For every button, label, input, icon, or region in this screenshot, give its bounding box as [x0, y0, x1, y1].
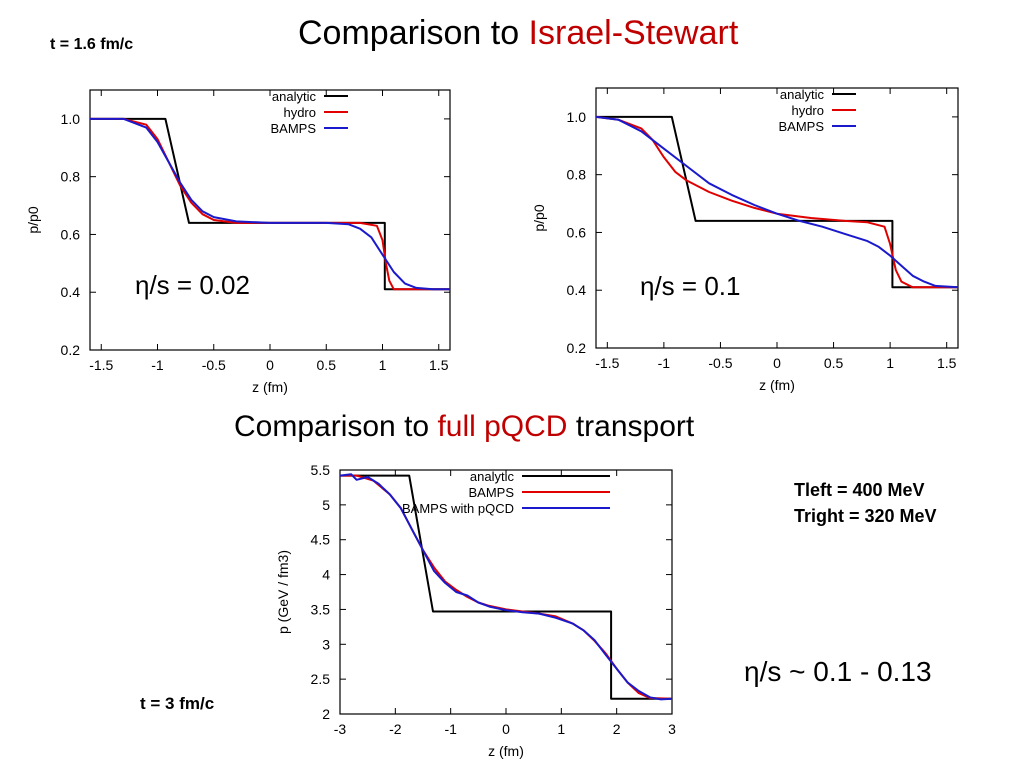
y-tick-label: 0.4: [567, 282, 587, 298]
series-line-hydro: [595, 115, 958, 289]
slide-title: Comparison to Israel-Stewart: [298, 14, 738, 53]
x-tick-label: 2: [613, 721, 621, 737]
chart-annotation: η/s = 0.1: [640, 271, 740, 301]
series-line-bamps: [595, 115, 959, 289]
x-tick-label: 0: [773, 355, 781, 371]
y-tick-label: 0.8: [567, 167, 587, 183]
legend-label: analytic: [470, 469, 515, 484]
y-tick-label: 0.6: [567, 224, 587, 240]
y-tick-label: 2: [322, 706, 330, 722]
x-tick-label: -0.5: [708, 355, 732, 371]
x-tick-label: 1: [379, 357, 387, 373]
y-tick-label: 3: [322, 636, 330, 652]
eta-range-label: η/s ~ 0.1 - 0.13: [744, 656, 932, 687]
legend-label: hydro: [283, 105, 316, 120]
y-axis-label: p (GeV / fm3): [275, 550, 291, 634]
y-tick-label: 4.5: [311, 532, 331, 548]
x-tick-label: -3: [334, 721, 347, 737]
t-right-label: Tright = 320 MeV: [794, 506, 937, 526]
x-tick-label: 0: [266, 357, 274, 373]
x-axis-label: z (fm): [488, 743, 524, 759]
legend-label: BAMPS with pQCD: [402, 501, 514, 516]
y-tick-label: 0.4: [61, 284, 81, 300]
section-subtitle: Comparison to full pQCD transport: [234, 410, 694, 444]
legend-label: analytic: [272, 89, 317, 104]
legend-label: BAMPS: [468, 485, 514, 500]
y-tick-label: 1.0: [567, 109, 587, 125]
x-tick-label: 3: [668, 721, 676, 737]
x-tick-label: -1: [658, 355, 671, 371]
chart-annotation: η/s = 0.02: [135, 270, 250, 300]
legend-label: BAMPS: [778, 119, 824, 134]
x-tick-label: 0.5: [824, 355, 844, 371]
y-tick-label: 5.5: [311, 462, 331, 478]
x-tick-label: 1.5: [429, 357, 449, 373]
y-tick-label: 0.2: [567, 340, 587, 356]
x-tick-label: 1: [557, 721, 565, 737]
subtitle-highlight: full pQCD: [437, 410, 568, 443]
series-line-bamps: [90, 117, 450, 291]
x-tick-label: 1.5: [937, 355, 957, 371]
t-left-label: Tleft = 400 MeV: [794, 480, 925, 500]
series-line-hydro: [90, 117, 450, 291]
chart-eta-01: -1.5 -1 -0.5 0 0.5 1 1.5 0.2 0.4 0.6 0.8 1.0 z (fm) p…: [531, 87, 959, 393]
y-tick-label: 3.5: [311, 601, 331, 617]
title-highlight: Israel-Stewart: [528, 14, 739, 52]
y-tick-label: 5: [322, 497, 330, 513]
x-tick-label: 1: [886, 355, 894, 371]
x-tick-label: -1: [151, 357, 164, 373]
y-axis-label: p/p0: [25, 206, 41, 233]
time-label-top: t = 1.6 fm/c: [50, 36, 134, 53]
y-tick-label: 4: [322, 567, 330, 583]
y-tick-label: 0.2: [61, 342, 81, 358]
y-tick-label: 0.8: [61, 169, 81, 185]
y-axis-label: p/p0: [531, 204, 547, 231]
x-tick-label: 0: [502, 721, 510, 737]
x-axis-label: z (fm): [252, 379, 288, 395]
x-tick-label: -0.5: [202, 357, 226, 373]
subtitle-prefix: Comparison to: [234, 410, 438, 443]
title-prefix: Comparison to: [298, 14, 529, 52]
x-tick-label: -1: [444, 721, 457, 737]
y-tick-label: 1.0: [61, 111, 81, 127]
x-tick-label: -2: [389, 721, 402, 737]
legend-label: analytic: [780, 87, 825, 102]
legend-label: hydro: [791, 103, 824, 118]
y-tick-label: 0.6: [61, 226, 81, 242]
x-tick-label: 0.5: [317, 357, 337, 373]
time-label-bottom: t = 3 fm/c: [140, 694, 215, 713]
x-axis-label: z (fm): [759, 377, 795, 393]
plot-frame: [595, 87, 959, 349]
y-tick-label: 2.5: [311, 671, 331, 687]
subtitle-suffix: transport: [567, 410, 695, 443]
legend-label: BAMPS: [270, 121, 316, 136]
series-line-analytic: [90, 117, 450, 291]
x-tick-label: -1.5: [89, 357, 113, 373]
chart-eta-002: -1.5 -1 -0.5 0 0.5 1 1.5 0.2 0.4 0.6 0.8 1.0 z (fm) p…: [25, 89, 451, 395]
series-line-analytic: [596, 115, 958, 289]
series-line-bamps-with-pqcd: [339, 473, 673, 701]
x-tick-label: -1.5: [595, 355, 619, 371]
chart-pqcd: -3 -2 -1 0 1 2 3 2 2.5 3 3.5 4 4.5 5 5.5 z (fm) p (GeV /…: [275, 462, 676, 759]
